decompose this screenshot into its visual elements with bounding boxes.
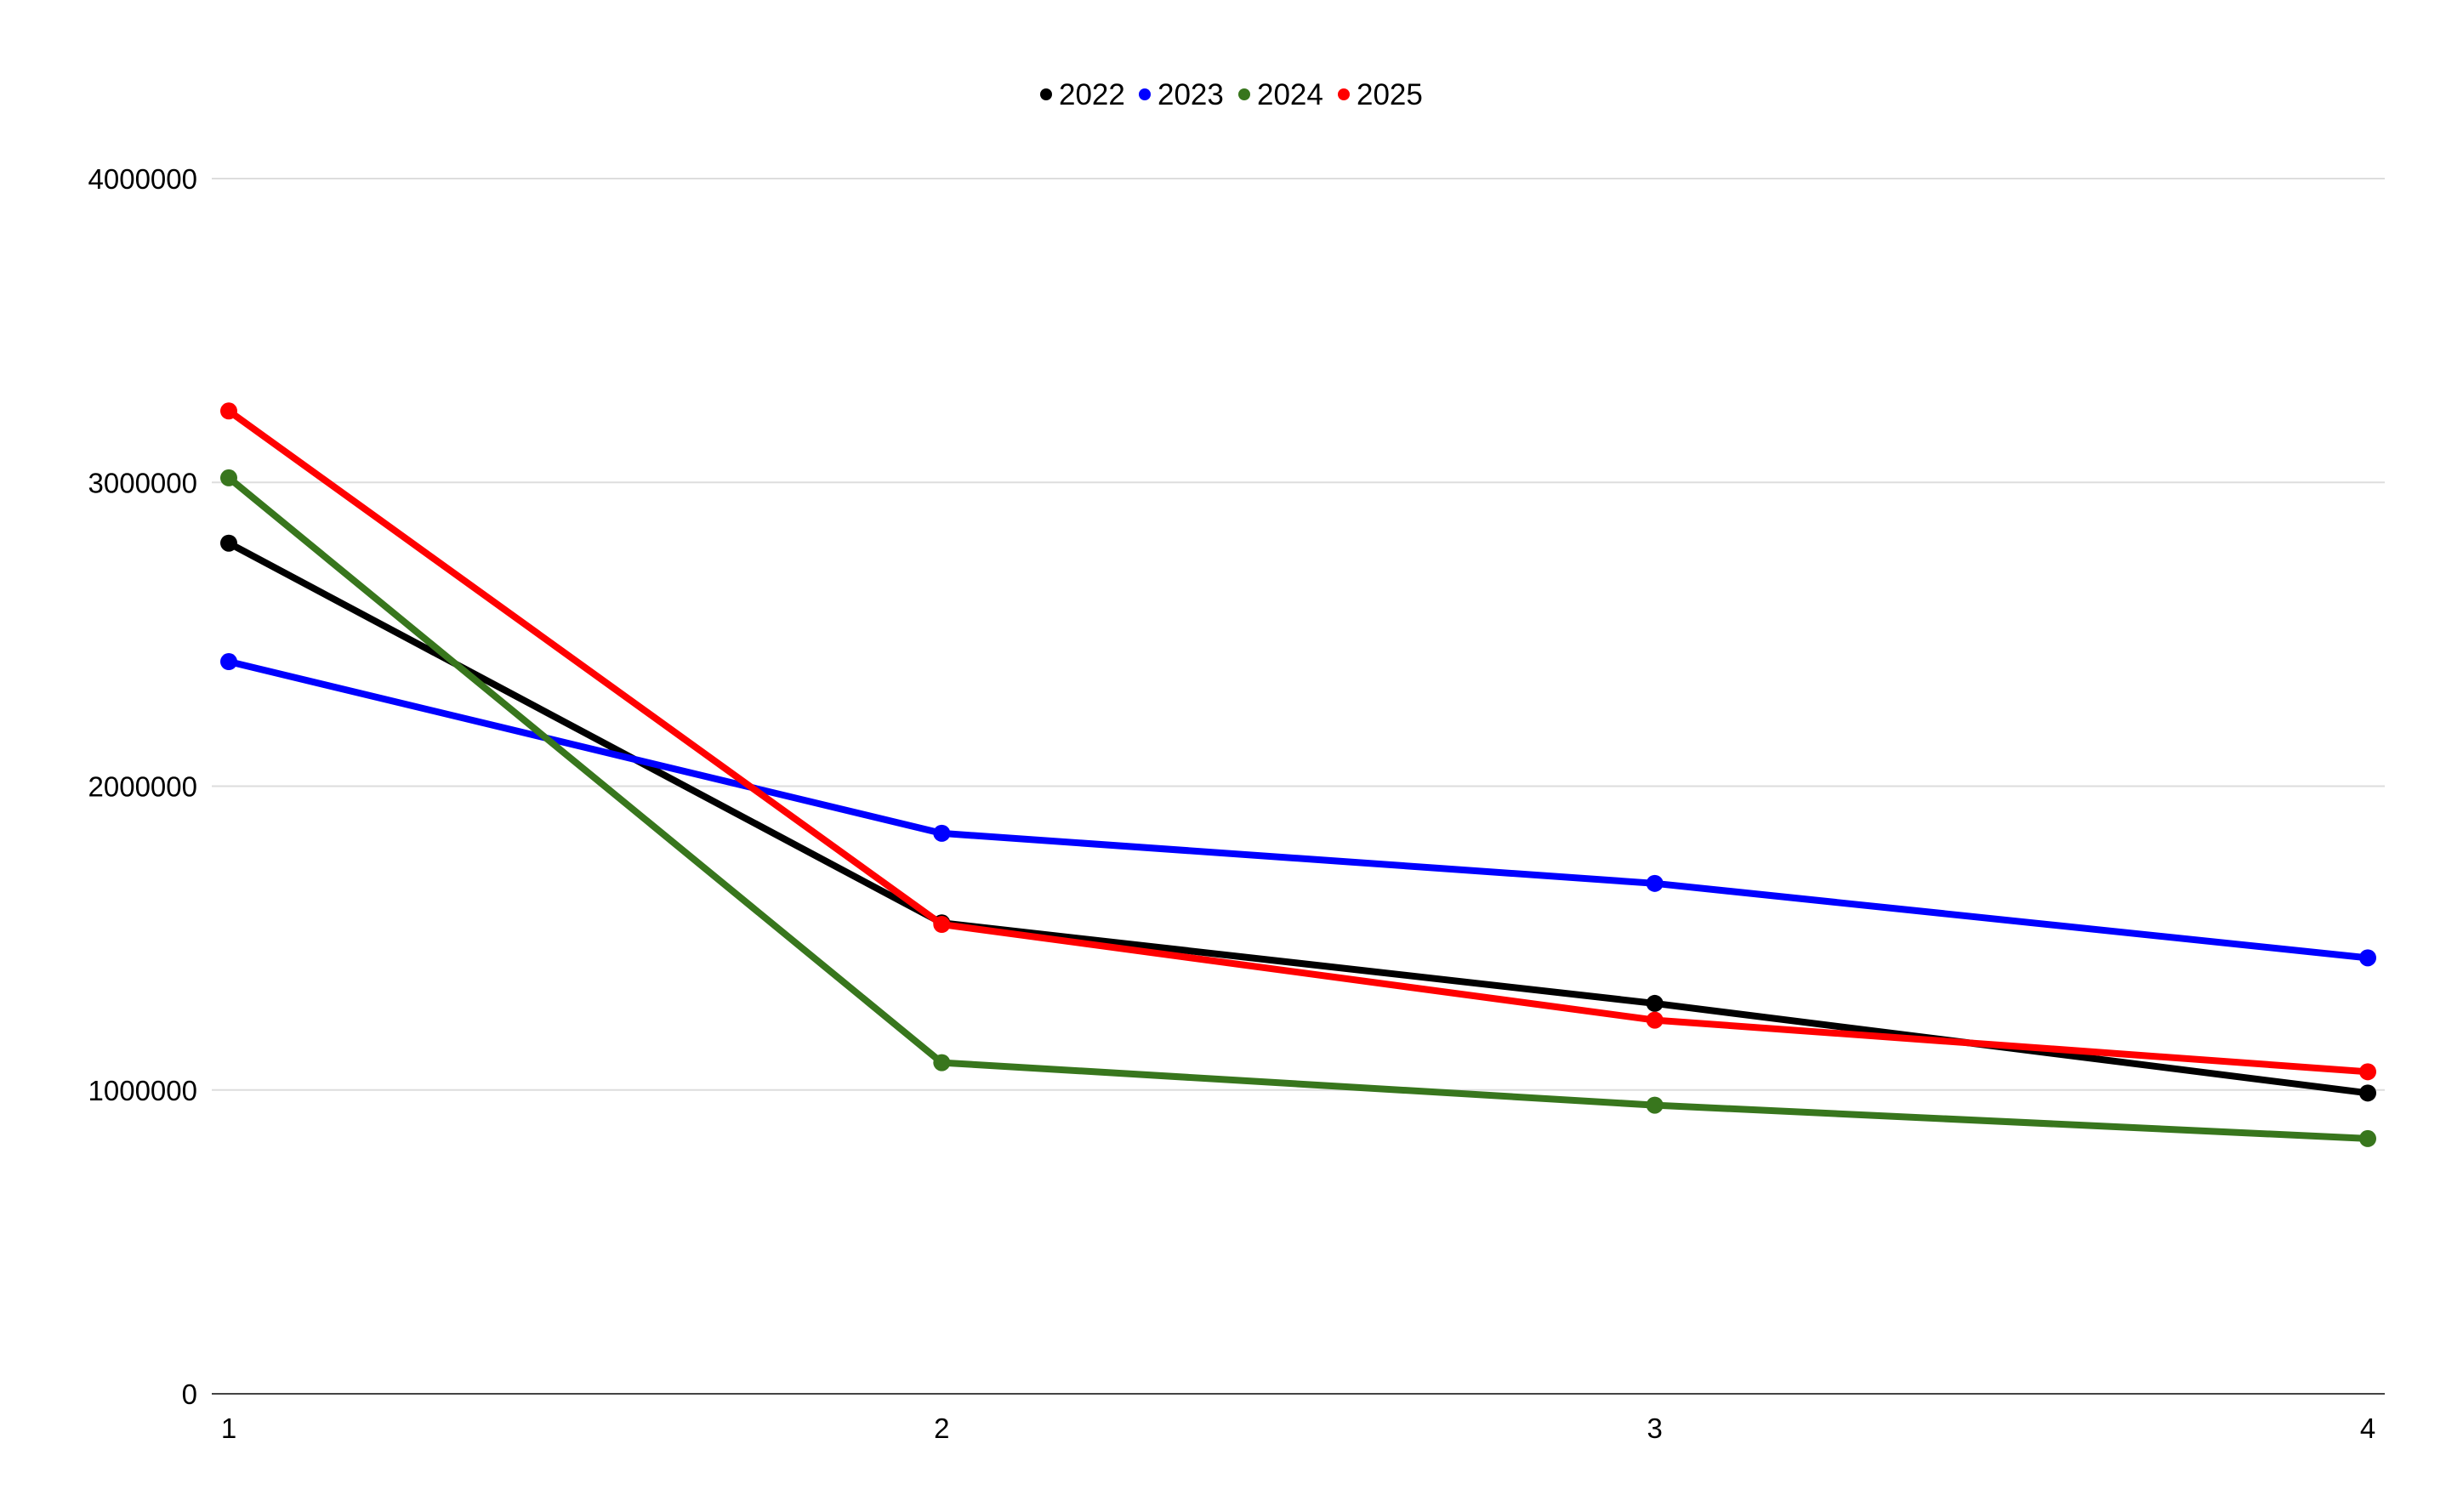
series-line-2024 bbox=[225, 474, 2371, 1142]
data-point-2022 bbox=[220, 534, 237, 552]
gridlines bbox=[212, 178, 2385, 1091]
legend-item-2024: 2024 bbox=[1238, 78, 1323, 111]
y-tick-label: 0 bbox=[182, 1378, 197, 1410]
data-point-2023 bbox=[1646, 874, 1664, 892]
x-tick-label: 1 bbox=[221, 1413, 236, 1444]
x-tick-label: 2 bbox=[934, 1413, 949, 1444]
legend-label: 2025 bbox=[1357, 78, 1423, 111]
x-tick-label: 3 bbox=[1647, 1413, 1662, 1444]
data-point-2024 bbox=[220, 469, 237, 486]
series-line-2025 bbox=[225, 407, 2371, 1076]
data-point-2025 bbox=[1646, 1011, 1664, 1029]
series-line-2023 bbox=[225, 658, 2371, 962]
legend-item-2022: 2022 bbox=[1040, 78, 1125, 111]
legend-marker bbox=[1040, 88, 1052, 100]
data-point-2024 bbox=[933, 1054, 951, 1071]
series-line-2022 bbox=[225, 539, 2371, 1097]
data-point-2024 bbox=[1646, 1096, 1664, 1114]
x-tick-label: 4 bbox=[2360, 1413, 2375, 1444]
y-tick-label: 2000000 bbox=[88, 771, 197, 803]
legend-label: 2023 bbox=[1158, 78, 1224, 111]
y-tick-label: 3000000 bbox=[88, 467, 197, 498]
series-2024 bbox=[220, 469, 2376, 1147]
legend-item-2023: 2023 bbox=[1139, 78, 1224, 111]
series-2023 bbox=[220, 653, 2376, 967]
data-point-2024 bbox=[2359, 1129, 2376, 1147]
data-point-2025 bbox=[2359, 1063, 2376, 1081]
data-point-2023 bbox=[933, 824, 951, 842]
data-point-2023 bbox=[2359, 949, 2376, 967]
legend-label: 2022 bbox=[1059, 78, 1125, 111]
axes: 0 1000000 2000000 3000000 4000000 1 2 3 4 bbox=[88, 163, 2385, 1444]
data-point-2022 bbox=[2359, 1084, 2376, 1102]
series-lines bbox=[220, 402, 2376, 1147]
data-point-2025 bbox=[933, 916, 951, 934]
legend-marker bbox=[1238, 88, 1250, 100]
data-point-2023 bbox=[220, 653, 237, 671]
y-tick-label: 1000000 bbox=[88, 1075, 197, 1106]
legend-item-2025: 2025 bbox=[1338, 78, 1423, 111]
series-2025 bbox=[220, 402, 2376, 1081]
data-point-2022 bbox=[1646, 994, 1664, 1012]
series-2022 bbox=[220, 534, 2376, 1102]
data-point-2025 bbox=[220, 402, 237, 420]
legend-marker bbox=[1139, 88, 1151, 100]
legend: 2022 2023 2024 2025 bbox=[1040, 78, 1423, 111]
legend-label: 2024 bbox=[1257, 78, 1323, 111]
legend-marker bbox=[1338, 88, 1350, 100]
y-tick-label: 4000000 bbox=[88, 163, 197, 195]
